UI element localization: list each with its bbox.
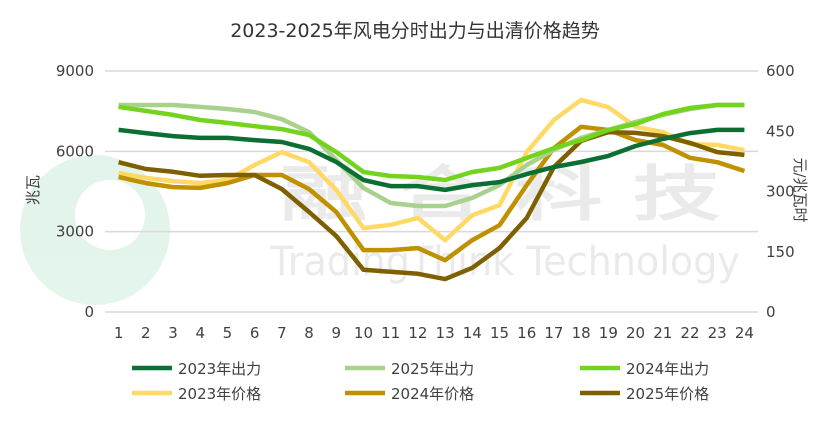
legend-label: 2025年价格 — [626, 385, 709, 403]
x-tick-label: 9 — [331, 324, 341, 342]
x-tick-label: 21 — [653, 324, 672, 342]
watermark-logo — [20, 155, 170, 305]
y2-tick-label: 0 — [766, 303, 776, 321]
y-tick-label: 9000 — [56, 62, 94, 80]
x-tick-label: 23 — [708, 324, 727, 342]
series-line-5 — [118, 129, 745, 282]
x-tick-label: 16 — [517, 324, 536, 342]
watermark-en: TradingThink Technology — [269, 239, 740, 285]
legend-item: 2024年出力 — [580, 360, 709, 378]
legend-item: 2025年价格 — [580, 385, 709, 403]
series-line-0 — [118, 127, 745, 193]
x-tick-label: 18 — [572, 324, 591, 342]
x-tick-label: 14 — [463, 324, 482, 342]
x-tick-label: 24 — [735, 324, 754, 342]
legend-item: 2024年价格 — [345, 385, 474, 403]
x-tick-label: 5 — [223, 324, 233, 342]
x-tick-label: 3 — [168, 324, 178, 342]
x-tick-label: 15 — [490, 324, 509, 342]
legend-label: 2023年出力 — [178, 360, 261, 378]
x-tick-label: 6 — [250, 324, 260, 342]
series-line-4 — [118, 124, 746, 263]
legend-item: 2023年出力 — [132, 360, 261, 378]
series-line-3 — [118, 97, 745, 243]
y-axis-label: 兆瓦 — [24, 175, 42, 205]
x-tick-label: 10 — [354, 324, 373, 342]
watermark: 融 合 科 技 TradingThink Technology — [20, 155, 740, 305]
x-tick-label: 17 — [544, 324, 563, 342]
x-tick-label: 7 — [277, 324, 287, 342]
y-tick-label: 3000 — [56, 223, 94, 241]
x-tick-label: 12 — [408, 324, 427, 342]
x-tick-label: 13 — [436, 324, 455, 342]
y-tick-label: 6000 — [56, 142, 94, 160]
y2-axis-label: 元/兆瓦时 — [791, 157, 809, 222]
y-tick-label: 0 — [84, 303, 94, 321]
chart-title: 2023-2025年风电分时出力与出清价格趋势 — [230, 20, 600, 42]
legend-item: 2025年出力 — [345, 360, 474, 378]
x-tick-label: 11 — [381, 324, 400, 342]
x-tick-label: 8 — [304, 324, 314, 342]
series-line-2 — [118, 102, 745, 183]
legend-label: 2024年价格 — [391, 385, 474, 403]
x-tick-label: 19 — [599, 324, 618, 342]
y2-tick-label: 450 — [766, 122, 795, 140]
y2-tick-label: 150 — [766, 243, 795, 261]
y2-tick-label: 300 — [766, 183, 795, 201]
x-tick-label: 4 — [195, 324, 205, 342]
x-tick-label: 20 — [626, 324, 645, 342]
x-tick-label: 1 — [114, 324, 124, 342]
y2-tick-label: 600 — [766, 62, 795, 80]
x-tick-label: 22 — [680, 324, 699, 342]
legend-label: 2024年出力 — [626, 360, 709, 378]
x-tick-label: 2 — [141, 324, 151, 342]
legend-label: 2025年出力 — [391, 360, 474, 378]
legend-item: 2023年价格 — [132, 385, 261, 403]
legend-label: 2023年价格 — [178, 385, 261, 403]
